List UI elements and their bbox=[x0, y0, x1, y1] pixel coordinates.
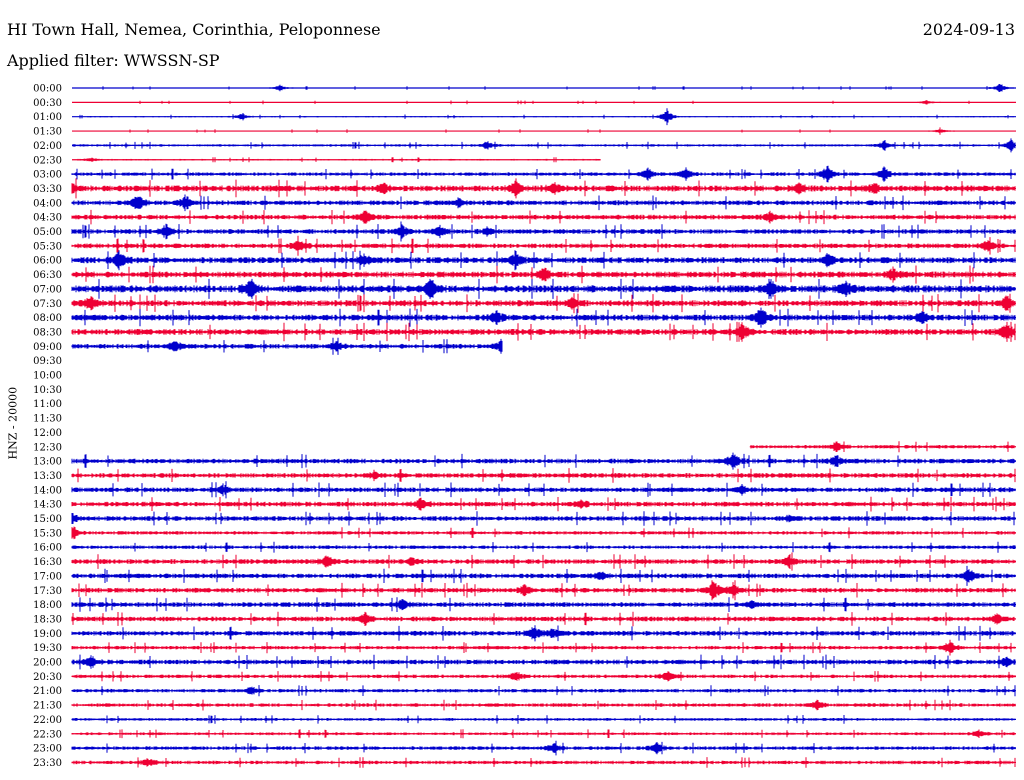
time-tick-label: 14:00 bbox=[33, 485, 62, 496]
seismic-trace bbox=[71, 511, 1016, 526]
time-tick-label: 19:30 bbox=[33, 643, 62, 654]
time-tick-label: 17:00 bbox=[33, 571, 62, 582]
time-tick-label: 21:00 bbox=[33, 686, 62, 697]
time-tick-label: 11:30 bbox=[33, 414, 62, 425]
time-tick-label: 20:00 bbox=[33, 658, 62, 669]
time-tick-label: 17:30 bbox=[33, 586, 62, 597]
seismic-trace bbox=[71, 611, 1016, 627]
seismic-trace bbox=[129, 127, 955, 135]
time-tick-label: 15:00 bbox=[33, 514, 62, 525]
time-tick-label: 13:30 bbox=[33, 471, 62, 482]
seismic-trace bbox=[71, 597, 1016, 612]
time-tick-label: 08:30 bbox=[33, 327, 62, 338]
seismic-trace bbox=[71, 625, 1016, 642]
seismic-trace bbox=[72, 138, 1016, 153]
seismic-trace bbox=[71, 468, 1016, 483]
time-tick-label: 18:00 bbox=[33, 600, 62, 611]
time-tick-label: 09:00 bbox=[33, 342, 62, 353]
time-tick-label: 18:30 bbox=[33, 614, 62, 625]
seismic-trace bbox=[71, 552, 1016, 571]
time-tick-label: 08:00 bbox=[33, 313, 62, 324]
time-tick-label: 05:30 bbox=[33, 241, 62, 252]
seismic-trace bbox=[79, 108, 1014, 126]
time-tick-label: 12:00 bbox=[33, 428, 62, 439]
seismic-trace bbox=[71, 729, 1016, 739]
time-tick-label: 10:30 bbox=[33, 385, 62, 396]
seismic-trace bbox=[71, 209, 1016, 225]
seismic-trace bbox=[71, 685, 1016, 697]
seismic-trace bbox=[71, 699, 1016, 711]
time-tick-label: 12:30 bbox=[33, 442, 62, 453]
seismic-trace bbox=[71, 541, 1016, 553]
seismic-trace bbox=[71, 671, 1016, 682]
seismic-trace bbox=[71, 165, 1016, 183]
seismic-trace bbox=[71, 293, 1016, 314]
seismic-trace bbox=[71, 496, 1016, 512]
seismic-trace bbox=[71, 639, 1016, 656]
time-tick-label: 03:30 bbox=[33, 184, 62, 195]
time-tick-label: 06:00 bbox=[33, 256, 62, 267]
time-tick-label: 06:30 bbox=[33, 270, 62, 281]
time-tick-label: 16:00 bbox=[33, 543, 62, 554]
seismic-trace bbox=[139, 100, 970, 105]
time-tick-label: 09:30 bbox=[33, 356, 62, 367]
seismic-trace bbox=[71, 194, 1016, 212]
seismic-trace bbox=[71, 565, 1016, 586]
seismic-trace bbox=[71, 178, 1016, 199]
seismic-trace bbox=[71, 452, 1016, 470]
seismic-trace bbox=[71, 715, 1015, 724]
station-title: HI Town Hall, Nemea, Corinthia, Peloponn… bbox=[7, 20, 381, 39]
seismic-trace bbox=[71, 265, 1016, 284]
seismic-trace bbox=[102, 84, 1014, 92]
time-tick-label: 01:30 bbox=[33, 127, 62, 138]
seismic-trace bbox=[71, 278, 1016, 299]
time-tick-label: 11:00 bbox=[33, 399, 62, 410]
seismic-trace bbox=[71, 757, 1016, 768]
seismic-trace bbox=[71, 221, 1016, 242]
seismic-trace bbox=[71, 654, 1016, 670]
time-tick-label: 20:30 bbox=[33, 672, 62, 683]
seismic-trace bbox=[71, 580, 1016, 601]
time-tick-label: 07:00 bbox=[33, 284, 62, 295]
time-tick-label: 15:30 bbox=[33, 528, 62, 539]
time-tick-label: 22:30 bbox=[33, 729, 62, 740]
seismic-trace bbox=[71, 321, 1016, 342]
seismic-trace bbox=[71, 526, 1016, 540]
seismic-trace bbox=[71, 250, 1016, 271]
seismic-trace bbox=[71, 235, 1016, 256]
time-tick-label: 10:00 bbox=[33, 371, 62, 382]
time-tick-label: 23:00 bbox=[33, 744, 62, 755]
time-tick-label: 19:00 bbox=[33, 629, 62, 640]
seismic-trace bbox=[77, 157, 601, 163]
seismic-trace bbox=[71, 307, 1016, 328]
time-tick-label: 04:30 bbox=[33, 213, 62, 224]
time-tick-label: 14:30 bbox=[33, 500, 62, 511]
time-tick-label: 05:00 bbox=[33, 227, 62, 238]
time-tick-label: 02:30 bbox=[33, 155, 62, 166]
time-tick-label: 22:00 bbox=[33, 715, 62, 726]
time-tick-label: 00:00 bbox=[33, 84, 62, 95]
time-tick-label: 02:00 bbox=[33, 141, 62, 152]
filter-label: Applied filter: WWSSN-SP bbox=[7, 51, 220, 70]
seismic-trace bbox=[71, 740, 1016, 756]
plot-date: 2024-09-13 bbox=[922, 20, 1015, 39]
seismic-trace bbox=[71, 337, 503, 355]
time-tick-label: 21:30 bbox=[33, 701, 62, 712]
time-tick-label: 03:00 bbox=[33, 170, 62, 181]
time-tick-label: 01:00 bbox=[33, 112, 62, 123]
time-tick-label: 07:30 bbox=[33, 299, 62, 310]
time-tick-label: 16:30 bbox=[33, 557, 62, 568]
seismic-trace bbox=[750, 441, 1015, 453]
time-tick-label: 13:00 bbox=[33, 457, 62, 468]
time-tick-label: 04:00 bbox=[33, 198, 62, 209]
seismic-trace bbox=[71, 481, 1016, 499]
time-tick-label: 00:30 bbox=[33, 98, 62, 109]
time-tick-label: 23:30 bbox=[33, 758, 62, 769]
